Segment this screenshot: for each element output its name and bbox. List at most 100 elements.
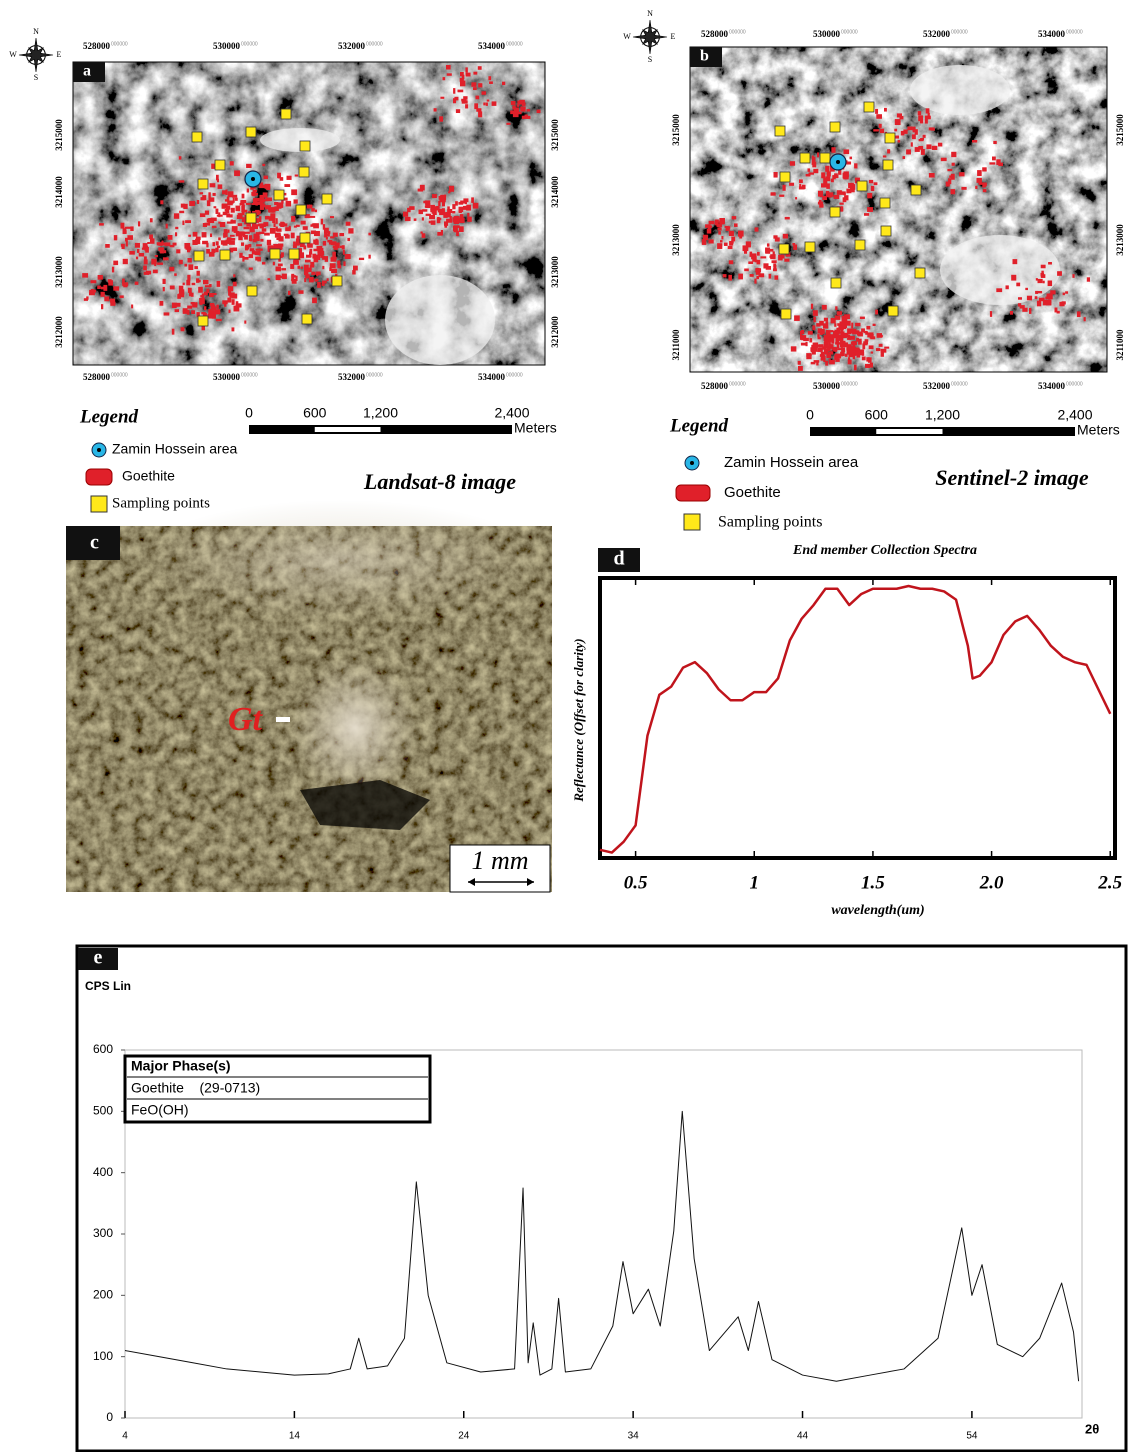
goethite-pixel	[196, 237, 201, 240]
goethite-pixel	[232, 327, 235, 331]
goethite-pixel	[838, 170, 841, 175]
goethite-pixel	[123, 228, 127, 234]
x-tick-label: 4	[122, 1431, 128, 1442]
goethite-pixel	[766, 266, 771, 270]
goethite-pixel	[1010, 311, 1013, 315]
goethite-pixel	[865, 364, 870, 368]
goethite-pixel	[347, 238, 350, 241]
goethite-pixel	[317, 282, 321, 288]
goethite-pixel	[278, 264, 283, 267]
goethite-pixel	[105, 244, 110, 248]
goethite-pixel	[206, 243, 208, 248]
goethite-pixel	[348, 228, 353, 233]
goethite-pixel	[799, 179, 803, 183]
goethite-pixel	[143, 243, 148, 248]
goethite-pixel	[144, 259, 148, 264]
y-tick-label: 500	[93, 1104, 113, 1118]
sampling-point	[857, 181, 867, 191]
goethite-pixel	[851, 186, 855, 192]
goethite-pixel	[870, 363, 873, 368]
goethite-pixel	[181, 327, 185, 331]
goethite-pixel	[217, 246, 220, 248]
goethite-pixel	[996, 288, 1002, 292]
sampling-point	[281, 109, 291, 119]
goethite-pixel	[325, 256, 328, 262]
goethite-pixel	[239, 231, 245, 235]
goethite-pixel	[1018, 297, 1022, 299]
goethite-pixel	[318, 254, 320, 260]
goethite-pixel	[822, 305, 827, 310]
goethite-pixel	[232, 294, 238, 299]
coord-suffix: 000000	[506, 372, 523, 378]
goethite-pixel	[767, 243, 769, 246]
goethite-pixel	[864, 331, 868, 333]
goethite-pixel	[851, 323, 853, 329]
goethite-pixel	[1036, 278, 1038, 281]
goethite-pixel	[915, 147, 920, 152]
goethite-pixel	[426, 203, 431, 208]
goethite-pixel	[517, 112, 522, 114]
goethite-pixel	[478, 111, 482, 117]
goethite-pixel	[84, 298, 88, 301]
goethite-pixel	[951, 152, 956, 157]
goethite-pixel	[236, 206, 241, 212]
goethite-pixel	[1050, 290, 1055, 294]
goethite-pixel	[189, 201, 195, 206]
mineral-label: Gt	[228, 701, 264, 738]
goethite-pixel	[817, 334, 819, 337]
goethite-pixel	[478, 66, 482, 70]
goethite-pixel	[826, 332, 830, 335]
spectrum-line	[125, 1111, 1079, 1381]
goethite-pixel	[216, 319, 222, 321]
goethite-pixel	[268, 208, 271, 212]
goethite-pixel	[437, 232, 442, 236]
goethite-pixel	[450, 216, 452, 221]
goethite-pixel	[1065, 291, 1068, 293]
sampling-point	[322, 194, 332, 204]
goethite-pixel	[866, 326, 870, 330]
goethite-pixel	[1006, 285, 1009, 289]
goethite-pixel	[453, 226, 456, 231]
goethite-pixel	[844, 316, 849, 319]
goethite-pixel	[322, 266, 324, 269]
y-coordinate: 3212000	[54, 316, 64, 348]
goethite-pixel	[311, 208, 314, 212]
goethite-pixel	[191, 293, 194, 297]
goethite-pixel	[473, 72, 477, 75]
goethite-pixel	[227, 222, 233, 224]
goethite-pixel	[315, 210, 317, 213]
sampling-point	[246, 127, 256, 137]
goethite-pixel	[1038, 279, 1043, 283]
sampling-point	[800, 153, 810, 163]
goethite-pixel	[368, 233, 371, 236]
goethite-pixel	[317, 246, 323, 249]
goethite-pixel	[226, 240, 232, 244]
goethite-pixel	[720, 240, 723, 242]
goethite-pixel	[768, 249, 773, 252]
goethite-pixel	[214, 206, 217, 208]
goethite-pixel	[812, 347, 817, 352]
goethite-pixel	[809, 338, 812, 342]
goethite-pixel	[717, 224, 722, 227]
goethite-pixel	[1013, 259, 1018, 264]
goethite-pixel	[754, 279, 756, 284]
goethite-pixel	[831, 179, 834, 183]
goethite-pixel	[983, 183, 987, 187]
goethite-pixel	[251, 192, 255, 196]
goethite-pixel	[806, 342, 808, 346]
goethite-pixel	[728, 275, 732, 281]
goethite-pixel	[307, 243, 313, 247]
goethite-pixel	[205, 211, 209, 215]
goethite-pixel	[459, 207, 464, 212]
goethite-pixel	[884, 108, 887, 112]
y-coordinate: 3213000	[1115, 224, 1125, 256]
goethite-pixel	[264, 233, 270, 236]
goethite-pixel	[143, 266, 147, 271]
goethite-pixel	[864, 213, 869, 216]
goethite-pixel	[432, 207, 438, 210]
compass-star	[19, 38, 53, 72]
goethite-pixel	[179, 180, 185, 182]
goethite-pixel	[460, 201, 465, 204]
scale-label: 0	[245, 405, 253, 421]
x-coordinate: 534000	[478, 372, 506, 382]
